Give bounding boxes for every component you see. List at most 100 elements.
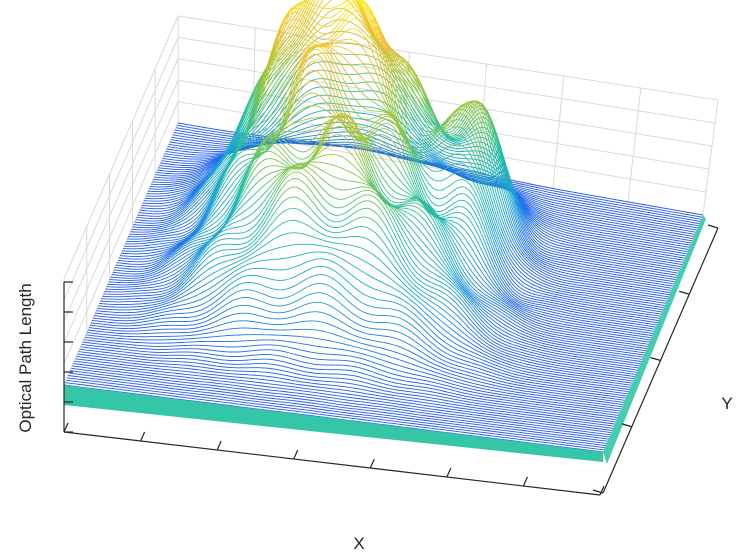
- mesh-segment: [630, 262, 635, 265]
- mesh-segment: [662, 214, 667, 217]
- mesh-segment: [552, 232, 557, 235]
- mesh-segment: [556, 207, 561, 210]
- mesh-segment: [671, 213, 675, 216]
- mesh-segment: [663, 261, 668, 263]
- mesh-segment: [654, 261, 659, 264]
- mesh-segment: [524, 198, 529, 202]
- mesh-segment: [587, 210, 592, 213]
- mesh-segment: [649, 256, 653, 258]
- mesh-segment: [642, 215, 646, 218]
- mesh-segment: [598, 261, 603, 264]
- mesh-segment: [659, 211, 664, 214]
- mesh-segment: [596, 200, 600, 203]
- mesh-segment: [624, 266, 629, 268]
- mesh-segment: [621, 254, 626, 256]
- mesh-segment: [538, 254, 543, 258]
- mesh-segment: [397, 147, 402, 150]
- mesh-segment: [368, 139, 373, 142]
- mesh-segment: [364, 119, 369, 122]
- mesh-segment: [553, 251, 558, 253]
- mesh-segment: [657, 218, 661, 220]
- mesh-segment: [580, 200, 584, 202]
- mesh-segment: [519, 197, 525, 201]
- mesh-segment: [602, 222, 607, 225]
- mesh-segment: [181, 140, 186, 143]
- mesh-segment: [442, 153, 447, 156]
- mesh-segment: [612, 219, 616, 222]
- mesh-segment: [554, 202, 559, 205]
- mesh-segment: [598, 271, 603, 273]
- mesh-segment: [623, 249, 628, 252]
- mesh-segment: [619, 230, 624, 233]
- mesh-segment: [653, 254, 658, 257]
- mesh-segment: [545, 239, 550, 243]
- mesh-segment: [591, 220, 596, 223]
- mesh-segment: [636, 209, 641, 212]
- mesh-segment: [574, 222, 579, 225]
- mesh-segment: [547, 191, 552, 194]
- mesh-segment: [610, 252, 615, 254]
- mesh-segment: [323, 23, 328, 27]
- mesh-segment: [575, 229, 580, 232]
- mesh-segment: [603, 239, 608, 242]
- mesh-segment: [638, 205, 643, 208]
- mesh-segment: [643, 241, 648, 243]
- mesh-segment: [604, 246, 609, 249]
- mesh-segment: [593, 272, 598, 275]
- mesh-segment: [650, 242, 655, 245]
- mesh-segment: [572, 245, 577, 248]
- mesh-segment: [546, 258, 551, 261]
- mesh-segment: [607, 258, 612, 261]
- mesh-segment: [636, 238, 641, 240]
- mesh-segment: [668, 287, 673, 289]
- mesh-segment: [540, 219, 545, 223]
- mesh-segment: [674, 244, 679, 246]
- mesh-segment: [537, 209, 542, 212]
- mesh-segment: [682, 224, 687, 227]
- mesh-segment: [590, 270, 595, 272]
- mesh-segment: [596, 266, 601, 268]
- mesh-segment: [195, 167, 200, 169]
- mesh-segment: [636, 247, 641, 249]
- mesh-segment: [657, 246, 662, 248]
- mesh-segment: [386, 142, 391, 146]
- mesh-segment: [541, 226, 546, 230]
- mesh-segment: [168, 203, 173, 206]
- mesh-segment: [388, 149, 393, 153]
- mesh-segment: [632, 267, 637, 270]
- mesh-segment: [611, 240, 616, 243]
- mesh-segment: [673, 216, 678, 218]
- mesh-segment: [644, 239, 649, 241]
- mesh-segment: [610, 205, 615, 207]
- mesh-segment: [374, 107, 379, 110]
- mesh-segment: [589, 272, 594, 274]
- mesh-segment: [449, 152, 454, 155]
- mesh-segment: [587, 239, 592, 241]
- mesh-segment: [639, 278, 644, 280]
- mesh-segment: [402, 158, 407, 161]
- mesh-segment: [673, 274, 678, 276]
- mesh-segment: [393, 141, 398, 144]
- mesh-segment: [190, 171, 194, 174]
- mesh-segment: [660, 285, 665, 288]
- mesh-segment: [380, 130, 385, 133]
- mesh-segment: [424, 157, 429, 160]
- mesh-segment: [601, 196, 606, 199]
- mesh-segment: [648, 219, 653, 221]
- mesh-segment: [574, 231, 579, 234]
- mesh-segment: [176, 144, 180, 147]
- mesh-segment: [657, 236, 662, 239]
- mesh-segment: [597, 214, 602, 217]
- mesh-segment: [687, 241, 692, 244]
- mesh-segment: [591, 211, 596, 214]
- mesh-segment: [404, 157, 409, 159]
- mesh-segment: [468, 142, 473, 145]
- mesh-segment: [656, 266, 661, 269]
- mesh-segment: [189, 141, 194, 144]
- mesh-segment: [632, 209, 637, 211]
- mesh-segment: [179, 178, 184, 181]
- mesh-segment: [480, 182, 485, 185]
- mesh-segment: [527, 242, 532, 249]
- mesh-segment: [354, 33, 359, 37]
- mesh-segment: [605, 244, 610, 247]
